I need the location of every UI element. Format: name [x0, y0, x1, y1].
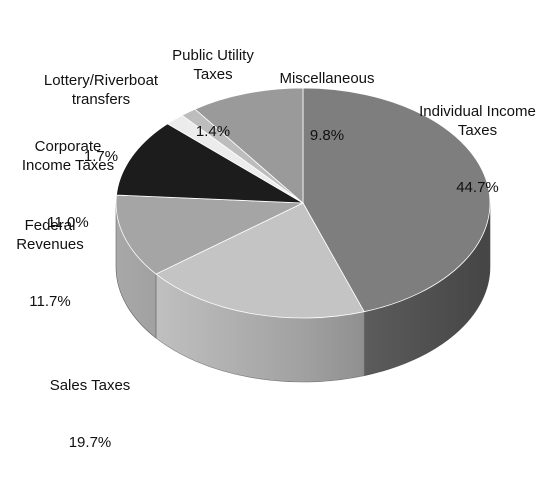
- slice-label-text: Corporate Income Taxes: [21, 138, 115, 174]
- slice-label-text: Individual Income Taxes: [419, 103, 536, 139]
- pie-chart: Individual Income Taxes 44.7% Sales Taxe…: [0, 8, 551, 451]
- slice-label-value: 19.7%: [68, 434, 112, 451]
- slice-label-value: 1.4%: [195, 123, 231, 140]
- slice-label-sales-taxes: Sales Taxes 19.7%: [30, 338, 150, 490]
- slice-label-public-utility-taxes: Public Utility Taxes 1.4%: [153, 8, 273, 179]
- slice-label-lottery-riverboat-transfers: Lottery/Riverboat transfers 1.7%: [26, 33, 176, 204]
- slice-label-text: Lottery/Riverboat transfers: [43, 72, 159, 108]
- slice-label-value: 1.7%: [83, 148, 119, 165]
- pie-slices: [115, 87, 491, 319]
- slice-label-individual-income-taxes: Individual Income Taxes 44.7%: [400, 64, 551, 235]
- slice-label-value: 11.0%: [47, 214, 89, 231]
- pie-slice-3: [116, 123, 304, 204]
- slice-label-miscellaneous: Miscellaneous 9.8%: [262, 31, 392, 183]
- slice-label-text: Sales Taxes: [49, 377, 131, 394]
- slice-label-federal-revenues: Federal Revenues 11.7%: [0, 178, 100, 349]
- pie-slice-0: [302, 87, 491, 313]
- slice-label-text: Miscellaneous: [279, 70, 375, 87]
- slice-label-value: 11.7%: [29, 293, 71, 310]
- slice-label-corporate-income-taxes: Corporate Income Taxes 11.0%: [8, 99, 128, 270]
- slice-label-value: 9.8%: [309, 127, 345, 144]
- slice-label-value: 44.7%: [456, 179, 499, 196]
- slice-label-text: Federal Revenues: [16, 217, 84, 253]
- pie-slice-2: [115, 194, 304, 275]
- pie-chart-graphic: [115, 87, 491, 383]
- pie-slice-6: [194, 87, 304, 204]
- pie-slice-1: [155, 202, 365, 319]
- slice-label-text: Public Utility Taxes: [172, 47, 254, 83]
